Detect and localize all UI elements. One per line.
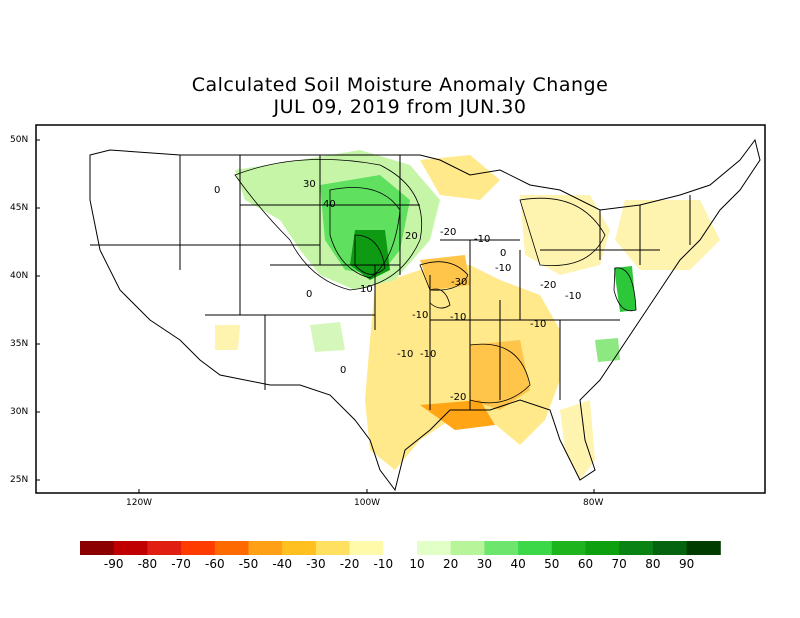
contour-label: 30 <box>303 179 316 190</box>
wet-region-virginia <box>614 266 636 312</box>
legend-label: 10 <box>409 557 425 571</box>
legend-label: 50 <box>544 557 560 571</box>
legend-swatch <box>417 541 452 555</box>
contour-label: -10 <box>420 349 436 360</box>
contour-label: -10 <box>530 319 546 330</box>
contour-label: -10 <box>412 310 428 321</box>
legend-label: 90 <box>678 557 695 571</box>
legend-label: 30 <box>476 557 493 571</box>
contour-label: -10 <box>474 234 490 245</box>
legend-label: 60 <box>577 557 594 571</box>
legend-swatch <box>80 541 115 555</box>
legend-swatch <box>383 541 418 555</box>
lon-label: 80W <box>583 498 604 508</box>
contour-label: -30 <box>451 277 467 288</box>
lat-label: 50N <box>10 135 29 145</box>
legend-label: -50 <box>238 557 259 571</box>
legend-swatch <box>282 541 317 555</box>
legend-swatch <box>652 541 688 555</box>
lon-label: 100W <box>354 498 381 508</box>
contour-label: 10 <box>360 284 373 295</box>
legend-swatch <box>686 541 721 555</box>
legend-swatch <box>248 541 283 555</box>
legend-label: 20 <box>443 557 459 571</box>
dry-region-florida <box>560 400 595 480</box>
lat-label: 25N <box>10 475 29 485</box>
legend-swatch <box>619 541 654 555</box>
wet-region-carolina <box>595 338 620 362</box>
map-title: Calculated Soil Moisture Anomaly Change <box>191 74 609 96</box>
contour-label: 0 <box>214 185 220 196</box>
legend-swatch <box>518 541 553 555</box>
legend-swatch <box>349 541 384 555</box>
contour-label: 20 <box>405 231 418 242</box>
us-outline <box>89 138 761 492</box>
dry-region-arizona <box>215 325 240 350</box>
contour-label: -10 <box>397 349 413 360</box>
legend-swatch <box>113 541 148 555</box>
legend-swatch <box>484 541 519 555</box>
contour-label: -10 <box>495 263 511 274</box>
legend-swatch <box>315 541 351 555</box>
contour-label: -20 <box>540 280 556 291</box>
contour-label: -10 <box>565 291 581 302</box>
lat-label: 35N <box>10 339 29 349</box>
legend-swatch <box>147 541 182 555</box>
legend-label: 40 <box>510 557 526 571</box>
dry-region-gulf <box>420 400 495 430</box>
dry-region-northeast <box>615 200 720 270</box>
legend-label: -20 <box>339 557 360 571</box>
axis-ticks <box>36 139 595 493</box>
legend-label: -80 <box>137 557 158 571</box>
contour-label: -10 <box>450 312 466 323</box>
legend-swatch <box>585 541 620 555</box>
legend-swatch <box>214 541 249 555</box>
legend-label: -60 <box>204 557 225 571</box>
contour-label: 40 <box>323 199 336 210</box>
legend-label: -70 <box>171 557 191 571</box>
dry-region-minnesota <box>420 155 500 200</box>
dry-region-missouri <box>420 255 470 290</box>
contour-label: 0 <box>500 248 506 259</box>
legend-label: 80 <box>645 557 661 571</box>
dry-region-south <box>365 265 560 470</box>
contour-lines <box>234 158 637 404</box>
contour-label: 0 <box>306 289 312 300</box>
legend-label: -90 <box>103 557 124 571</box>
legend-label: 70 <box>611 557 627 571</box>
map-subtitle: JUL 09, 2019 from JUN.30 <box>273 96 527 118</box>
lat-label: 45N <box>10 203 29 213</box>
contour-label: 0 <box>340 365 346 376</box>
legend-swatch <box>551 541 586 555</box>
legend-swatch <box>450 541 485 555</box>
state-boundaries <box>89 138 761 492</box>
contour-label-group: 30 0 40 20 -20 -10 0 -10 -20 -10 -30 10 … <box>214 179 581 403</box>
wet-region-newmexico <box>310 322 345 352</box>
lat-label: 40N <box>10 271 29 281</box>
lon-label: 120W <box>126 498 153 508</box>
legend-label: -40 <box>272 557 292 571</box>
legend-label: -30 <box>306 557 326 571</box>
legend-label: -10 <box>373 557 394 571</box>
lat-label: 30N <box>10 407 29 417</box>
legend-swatch <box>181 541 216 555</box>
dry-region-ohio <box>520 195 610 275</box>
contour-label: -20 <box>440 227 456 238</box>
contour-label: -20 <box>450 392 466 403</box>
wet-region-peak <box>350 230 390 280</box>
